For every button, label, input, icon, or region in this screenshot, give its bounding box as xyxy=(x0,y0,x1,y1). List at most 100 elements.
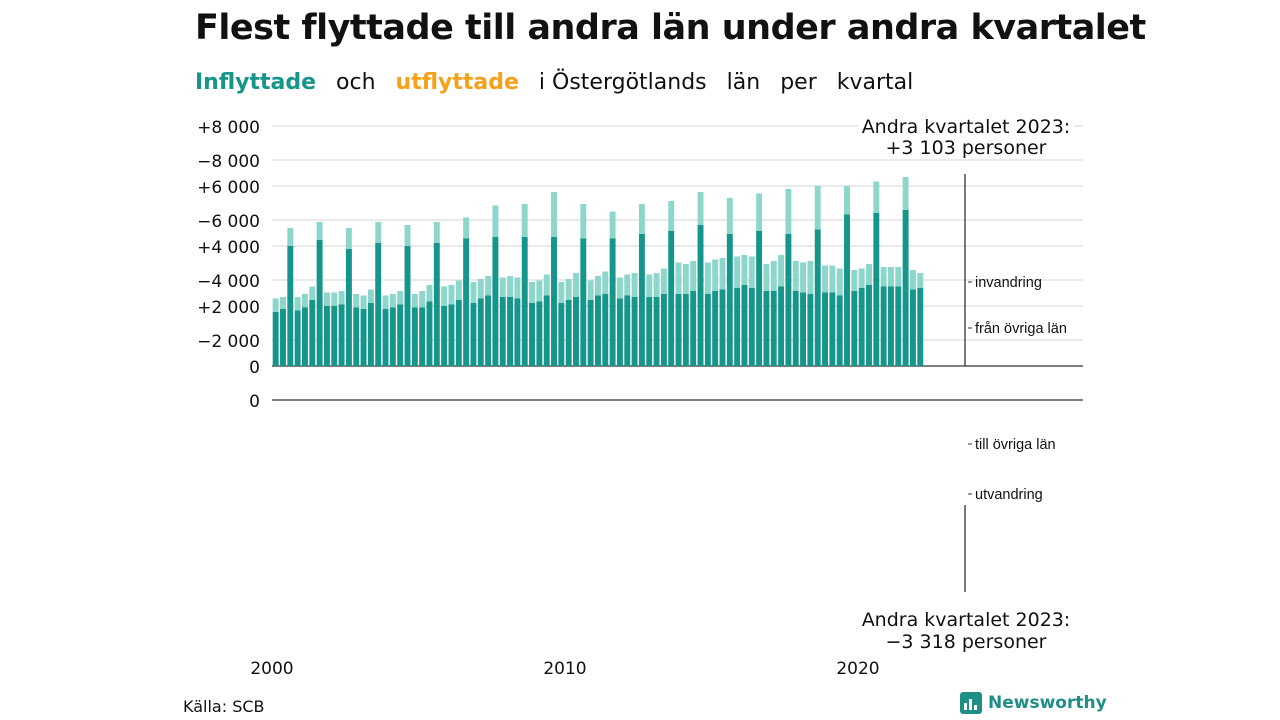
bar-inflow-immigration xyxy=(492,205,499,237)
y-tick-label-bottom: −8 000 xyxy=(197,152,260,172)
bar-inflow-domestic xyxy=(609,238,616,366)
annotation-bottom: Andra kvartalet 2023: xyxy=(862,609,1071,631)
annotation-top: +3 103 personer xyxy=(886,137,1047,159)
annotation-bottom: −3 318 personer xyxy=(886,631,1047,653)
bar-inflow-domestic xyxy=(844,214,850,366)
bar-inflow-immigration xyxy=(917,273,924,288)
bar-inflow-domestic xyxy=(909,289,916,366)
bar-inflow-immigration xyxy=(419,291,426,308)
bar-inflow-domestic xyxy=(770,291,777,366)
bar-inflow-domestic xyxy=(309,300,316,366)
bar-inflow-immigration xyxy=(455,280,462,300)
bar-inflow-domestic xyxy=(521,237,528,366)
bar-inflow-immigration xyxy=(895,267,902,287)
bar-inflow-immigration xyxy=(477,279,484,299)
subtitle-per: per xyxy=(780,70,817,95)
bar-inflow-immigration xyxy=(785,189,792,234)
bar-inflow-domestic xyxy=(426,301,433,366)
bar-inflow-domestic xyxy=(917,288,924,366)
bar-inflow-immigration xyxy=(602,271,609,294)
bar-inflow-domestic xyxy=(712,291,719,366)
bar-inflow-immigration xyxy=(499,277,506,297)
bar-inflow-immigration xyxy=(704,262,711,294)
bar-inflow-domestic xyxy=(778,286,785,366)
bar-inflow-domestic xyxy=(448,304,455,366)
bar-inflow-domestic xyxy=(866,285,872,366)
bar-inflow-domestic xyxy=(375,243,382,366)
bar-inflow-domestic xyxy=(682,294,689,366)
bar-inflow-domestic xyxy=(631,297,638,366)
source-note: Källa: SCB xyxy=(183,697,265,716)
bar-inflow-immigration xyxy=(763,264,770,291)
bar-inflow-immigration xyxy=(778,255,785,287)
bar-inflow-domestic xyxy=(514,298,521,366)
bar-inflow-immigration xyxy=(323,292,330,306)
bar-inflow-immigration xyxy=(573,273,579,297)
bar-inflow-domestic xyxy=(704,294,711,366)
y-tick-label-bottom: −2 000 xyxy=(197,332,260,352)
bar-inflow-domestic xyxy=(397,304,404,366)
annotation-top: Andra kvartalet 2023: xyxy=(862,116,1071,138)
bar-inflow-domestic xyxy=(858,288,865,366)
bar-inflow-immigration xyxy=(507,276,514,297)
bar-inflow-immigration xyxy=(411,294,418,308)
bar-inflow-immigration xyxy=(770,261,777,291)
y-tick-label-bottom: −4 000 xyxy=(197,272,260,292)
bar-inflow-domestic xyxy=(463,238,470,366)
bar-inflow-immigration xyxy=(682,264,689,294)
y-tick-label-bottom: 0 xyxy=(249,392,260,412)
bar-inflow-immigration xyxy=(675,262,682,294)
bar-inflow-domestic xyxy=(888,286,894,366)
bar-inflow-immigration xyxy=(353,294,360,308)
bar-inflow-immigration xyxy=(734,256,741,288)
bar-inflow-immigration xyxy=(529,282,535,303)
bar-inflow-domestic xyxy=(851,291,858,366)
bar-inflow-immigration xyxy=(822,265,828,293)
bar-inflow-domestic xyxy=(499,297,506,366)
bar-inflow-domestic xyxy=(616,298,623,366)
bar-inflow-immigration xyxy=(463,217,470,239)
subtitle-region: i Östergötlands xyxy=(538,70,707,95)
bar-inflow-immigration xyxy=(616,277,623,299)
bar-inflow-domestic xyxy=(558,303,565,366)
bar-inflow-domestic xyxy=(873,213,880,366)
bar-inflow-domestic xyxy=(675,294,682,366)
bar-inflow-immigration xyxy=(712,259,719,291)
bar-inflow-immigration xyxy=(375,222,382,243)
bar-inflow-immigration xyxy=(367,289,374,303)
bar-inflow-immigration xyxy=(880,267,887,287)
bar-inflow-immigration xyxy=(646,274,653,297)
newsworthy-logo: Newsworthy xyxy=(960,692,1107,714)
y-tick-label-bottom: −6 000 xyxy=(197,212,260,232)
bar-inflow-immigration xyxy=(433,222,440,243)
bar-inflow-immigration xyxy=(726,198,733,234)
annotation-bg xyxy=(858,609,1074,631)
bar-inflow-immigration xyxy=(638,204,645,234)
bar-inflow-immigration xyxy=(565,279,572,300)
subtitle-and: och xyxy=(336,70,376,95)
bar-inflow-domestic xyxy=(382,309,389,366)
bar-inflow-domestic xyxy=(302,307,308,366)
bar-inflow-domestic xyxy=(287,246,294,366)
bar-inflow-immigration xyxy=(441,286,448,306)
bar-inflow-domestic xyxy=(316,240,323,366)
bar-inflow-immigration xyxy=(624,274,631,296)
bar-inflow-immigration xyxy=(382,295,389,309)
bar-inflow-immigration xyxy=(360,295,367,309)
y-tick-label-top: +6 000 xyxy=(197,178,260,198)
bar-inflow-domestic xyxy=(529,303,535,366)
bar-inflow-immigration xyxy=(844,186,850,215)
bar-inflow-domestic xyxy=(734,288,741,366)
bar-inflow-immigration xyxy=(807,261,814,294)
bar-inflow-immigration xyxy=(316,222,323,240)
bar-inflow-immigration xyxy=(551,192,557,237)
bar-inflow-immigration xyxy=(719,258,726,290)
bar-chart-icon xyxy=(960,692,982,714)
bar-inflow-immigration xyxy=(331,292,338,306)
bar-inflow-immigration xyxy=(338,291,345,305)
bar-inflow-immigration xyxy=(741,255,748,285)
bar-inflow-domestic xyxy=(345,249,352,366)
bar-inflow-immigration xyxy=(345,228,352,249)
bar-inflow-domestic xyxy=(323,306,330,366)
bar-inflow-domestic xyxy=(814,229,821,366)
